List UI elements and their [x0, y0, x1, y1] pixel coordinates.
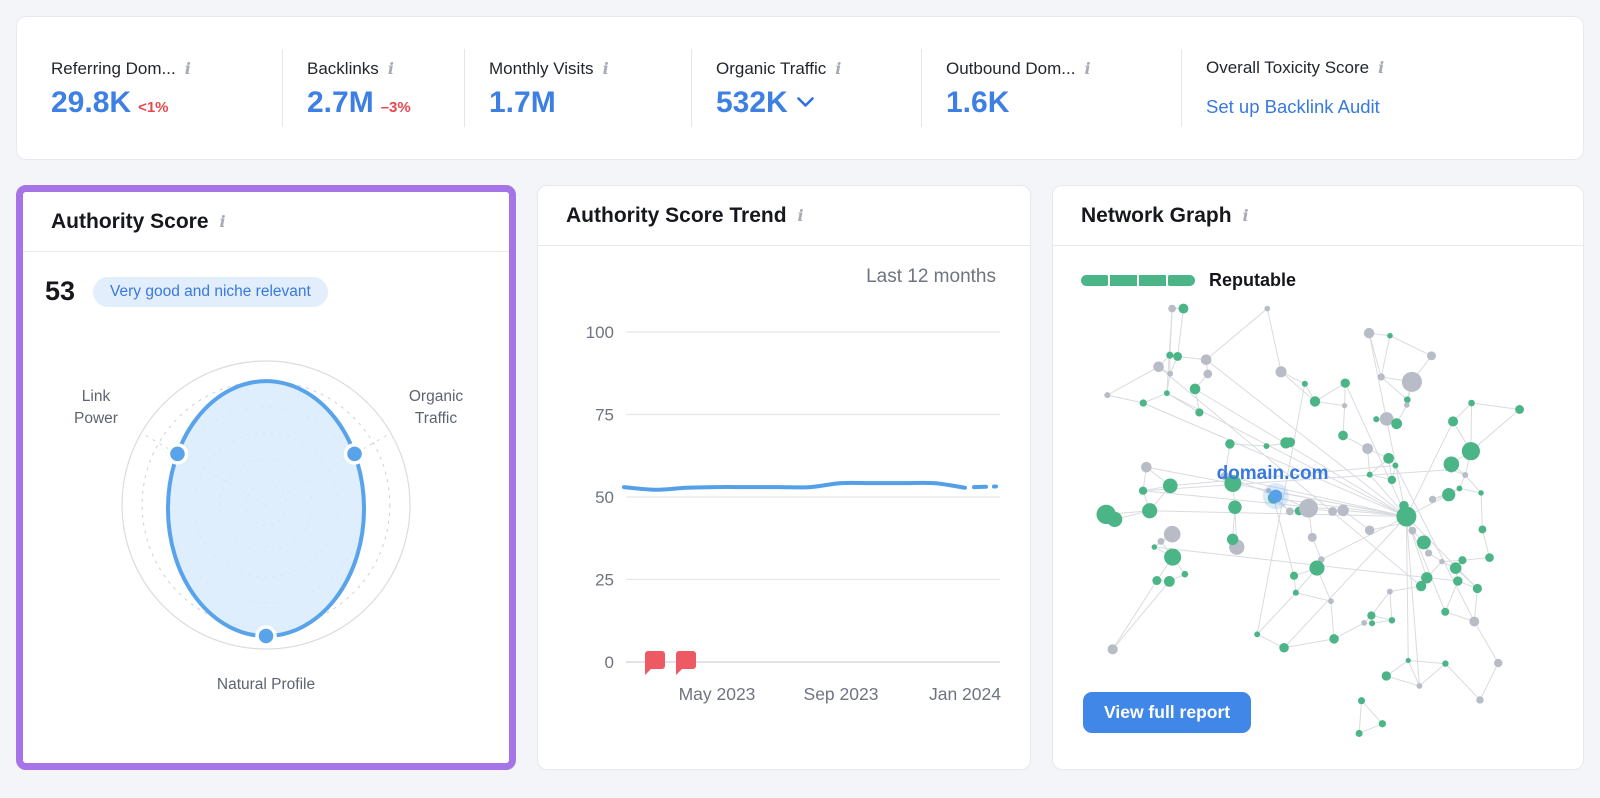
x-axis-tick: May 2023	[679, 684, 756, 704]
metric-value: 1.7M	[489, 85, 556, 119]
trend-line	[622, 480, 967, 492]
metric-toxicity-score: Overall Toxicity Score i Set up Backlink…	[1182, 58, 1549, 118]
y-axis-tick: 25	[595, 571, 614, 590]
metric-referring-domains: Referring Dom... i 29.8K <1%	[51, 59, 282, 118]
metric-organic-traffic: Organic Traffic i 532K	[692, 59, 921, 118]
y-axis-tick: 50	[595, 488, 614, 507]
y-axis-tick: 75	[595, 406, 614, 425]
info-icon[interactable]: i	[219, 211, 226, 231]
setup-backlink-audit-link[interactable]: Set up Backlink Audit	[1206, 96, 1380, 117]
info-icon[interactable]: i	[797, 205, 804, 225]
radar-axis-label: Link	[82, 388, 111, 405]
authority-score-value: 53	[45, 276, 76, 306]
y-axis-tick: 0	[605, 653, 614, 672]
info-icon[interactable]: i	[184, 58, 191, 78]
divider	[691, 49, 692, 127]
x-axis-tick: Sep 2023	[804, 684, 879, 704]
widgets-row: Authority Score i 53 Very good and niche…	[16, 185, 1584, 770]
x-axis-tick: Jan 2024	[929, 684, 1001, 704]
info-icon[interactable]: i	[387, 58, 394, 78]
authority-score-highlight-frame: Authority Score i 53 Very good and niche…	[16, 185, 516, 770]
metric-delta: –3%	[380, 98, 411, 116]
info-icon[interactable]: i	[602, 58, 609, 78]
metric-backlinks: Backlinks i 2.7M –3%	[283, 59, 464, 118]
view-full-report-button[interactable]: View full report	[1083, 692, 1252, 733]
card-title: Network Graph	[1081, 203, 1232, 227]
legend-label: Reputable	[1209, 270, 1297, 290]
legend-segment	[1110, 275, 1137, 286]
trend-line-projected	[972, 484, 998, 490]
google-update-flag-icon	[645, 651, 665, 675]
metric-label: Organic Traffic	[716, 58, 827, 78]
chevron-down-icon[interactable]	[796, 95, 814, 113]
metric-label: Backlinks	[307, 58, 379, 78]
info-icon[interactable]: i	[835, 58, 842, 78]
authority-score-trend-chart: 100 75 50 25 0 May 2023 Sep 2023 Jan 2024	[586, 323, 1002, 704]
metric-label: Overall Toxicity Score	[1206, 58, 1370, 77]
network-nodes	[1096, 303, 1524, 737]
authority-score-radar-chart: Link Power Organic Traffic Natural Profile	[74, 360, 464, 693]
radar-axis-label: Traffic	[415, 410, 457, 427]
divider	[464, 49, 465, 127]
divider	[921, 49, 922, 127]
network-graph-area: domain.com	[1081, 295, 1555, 752]
radar-axis-label: Organic	[409, 388, 464, 405]
trend-range-label: Last 12 months	[866, 266, 996, 287]
divider	[282, 49, 283, 127]
metric-value: 1.6K	[946, 85, 1010, 119]
info-icon[interactable]: i	[1084, 58, 1091, 78]
metric-value: 29.8K	[51, 85, 132, 119]
authority-score-trend-card: Authority Score Trend i Last 12 months 1…	[537, 185, 1031, 770]
legend-bar	[1081, 275, 1195, 286]
metric-label: Monthly Visits	[489, 58, 594, 78]
radar-axis-label: Natural Profile	[217, 676, 315, 693]
radar-axis-label: Power	[74, 410, 118, 427]
organic-traffic-dropdown[interactable]: 532K	[716, 85, 921, 119]
radar-value-dot	[255, 625, 277, 647]
summary-metrics-bar: Referring Dom... i 29.8K <1% Backlinks i…	[16, 16, 1584, 160]
legend-segment	[1081, 275, 1108, 286]
info-icon[interactable]: i	[1378, 58, 1385, 77]
metric-monthly-visits: Monthly Visits i 1.7M	[465, 59, 691, 118]
google-update-flag-icon	[676, 651, 696, 675]
domain-node	[1269, 489, 1283, 503]
y-axis-tick: 100	[586, 323, 614, 342]
network-graph-chart	[1096, 303, 1524, 737]
metric-label: Referring Dom...	[51, 58, 176, 78]
legend-segment	[1168, 275, 1195, 286]
network-graph-card: Network Graph i Reputable domain.com Vie…	[1052, 185, 1584, 770]
authority-score-badge: Very good and niche relevant	[93, 276, 328, 307]
radar-value-dot	[166, 443, 189, 465]
divider	[1181, 49, 1182, 127]
info-icon[interactable]: i	[1242, 205, 1249, 225]
metric-outbound-domains: Outbound Dom... i 1.6K	[922, 59, 1181, 118]
authority-score-card: Authority Score i 53 Very good and niche…	[23, 192, 509, 763]
metric-delta: <1%	[138, 98, 169, 116]
radar-value-dot	[343, 443, 366, 465]
card-title: Authority Score Trend	[566, 203, 787, 227]
metric-value: 532K	[716, 85, 788, 119]
metric-label: Outbound Dom...	[946, 58, 1076, 78]
card-title: Authority Score	[51, 209, 209, 233]
network-legend: Reputable	[1081, 270, 1555, 291]
metric-value: 2.7M	[307, 85, 374, 119]
legend-segment	[1139, 275, 1166, 286]
